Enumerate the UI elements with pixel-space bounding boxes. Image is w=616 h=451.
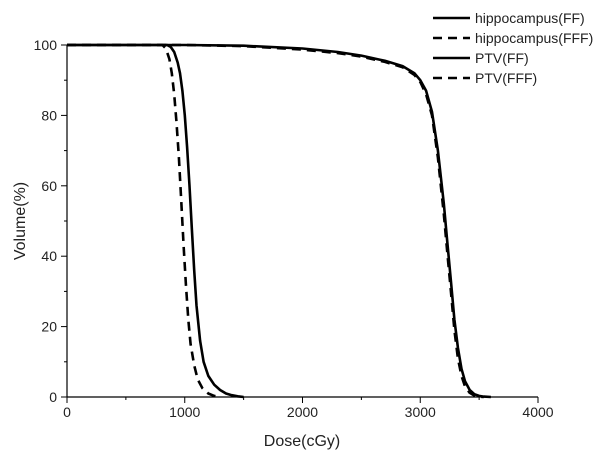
y-tick-label: 0 [49,389,57,405]
x-tick-label: 1000 [169,404,200,420]
x-tick-label: 3000 [405,404,436,420]
y-axis-title: Volume(%) [12,182,29,260]
legend-label: hippocampus(FFF) [475,30,593,46]
x-tick-label: 0 [63,404,71,420]
legend-label: PTV(FFF) [475,70,537,86]
axis-ticks: 0 1000 2000 3000 4000 0 20 40 60 80 100 [34,37,554,420]
legend-label: PTV(FF) [475,50,529,66]
y-tick-label: 40 [41,248,57,264]
x-tick-label: 4000 [522,404,553,420]
legend-label: hippocampus(FF) [475,10,585,26]
series-line-ptv-fff [67,43,484,399]
y-tick-label: 20 [41,319,57,335]
x-axis-title: Dose(cGy) [264,433,340,450]
x-tick-label: 2000 [287,404,318,420]
series-line-hippocampus-ff [67,43,244,399]
plot-area [66,45,538,398]
series-line-hippocampus-fff [67,43,221,399]
series-layer [67,43,491,399]
y-tick-label: 80 [41,107,57,123]
y-tick-label: 100 [34,37,58,53]
y-tick-label: 60 [41,178,57,194]
legend: hippocampus(FF) hippocampus(FFF) PTV(FF) PT… [433,10,593,86]
